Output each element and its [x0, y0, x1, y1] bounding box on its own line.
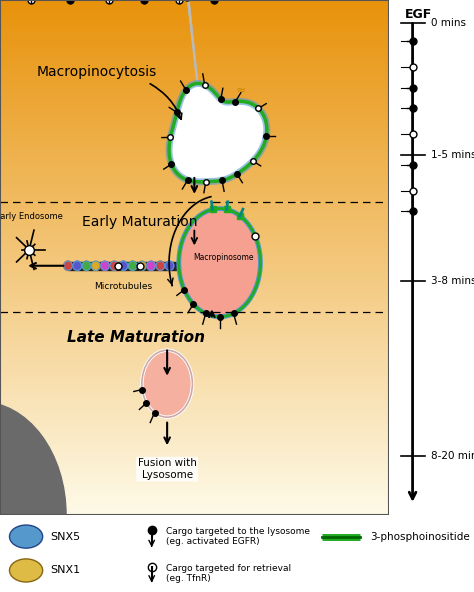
- Text: 8-20 mins: 8-20 mins: [431, 451, 474, 461]
- Text: Late Maturation: Late Maturation: [67, 330, 205, 345]
- Ellipse shape: [82, 261, 91, 271]
- Text: Fusion with
Lysosome: Fusion with Lysosome: [137, 458, 197, 480]
- Ellipse shape: [137, 261, 146, 271]
- Text: Early Maturation: Early Maturation: [82, 215, 198, 230]
- Ellipse shape: [110, 261, 118, 271]
- Ellipse shape: [100, 261, 109, 271]
- Ellipse shape: [128, 261, 137, 271]
- Text: $\approx$: $\approx$: [233, 83, 247, 96]
- Text: Microtubules: Microtubules: [94, 282, 153, 291]
- Text: Early Endosome: Early Endosome: [0, 213, 63, 221]
- Text: Macropinosome: Macropinosome: [193, 253, 254, 262]
- Circle shape: [142, 350, 192, 417]
- Polygon shape: [169, 83, 267, 182]
- Ellipse shape: [147, 261, 155, 271]
- Text: EGF: EGF: [405, 8, 432, 21]
- Text: SNX5: SNX5: [50, 532, 80, 542]
- Text: SNX1: SNX1: [50, 565, 80, 575]
- Ellipse shape: [9, 525, 43, 548]
- Ellipse shape: [9, 559, 43, 582]
- Text: Cargo targeted to the lysosome
(eg. activated EGFR): Cargo targeted to the lysosome (eg. acti…: [166, 527, 310, 546]
- Text: 3-phosphoinositide: 3-phosphoinositide: [370, 532, 469, 542]
- Ellipse shape: [165, 261, 174, 271]
- Ellipse shape: [156, 261, 164, 271]
- Text: 1-5 mins: 1-5 mins: [431, 150, 474, 159]
- Ellipse shape: [64, 261, 73, 271]
- Text: 3-8 mins: 3-8 mins: [431, 276, 474, 286]
- Text: Cargo targeted for retrieval
(eg. TfnR): Cargo targeted for retrieval (eg. TfnR): [166, 564, 291, 583]
- Ellipse shape: [91, 261, 100, 271]
- Text: 0 mins: 0 mins: [431, 18, 466, 28]
- Circle shape: [0, 402, 66, 592]
- Text: Macropinocytosis: Macropinocytosis: [37, 65, 157, 79]
- Ellipse shape: [73, 261, 82, 271]
- Ellipse shape: [119, 261, 128, 271]
- Circle shape: [179, 208, 260, 317]
